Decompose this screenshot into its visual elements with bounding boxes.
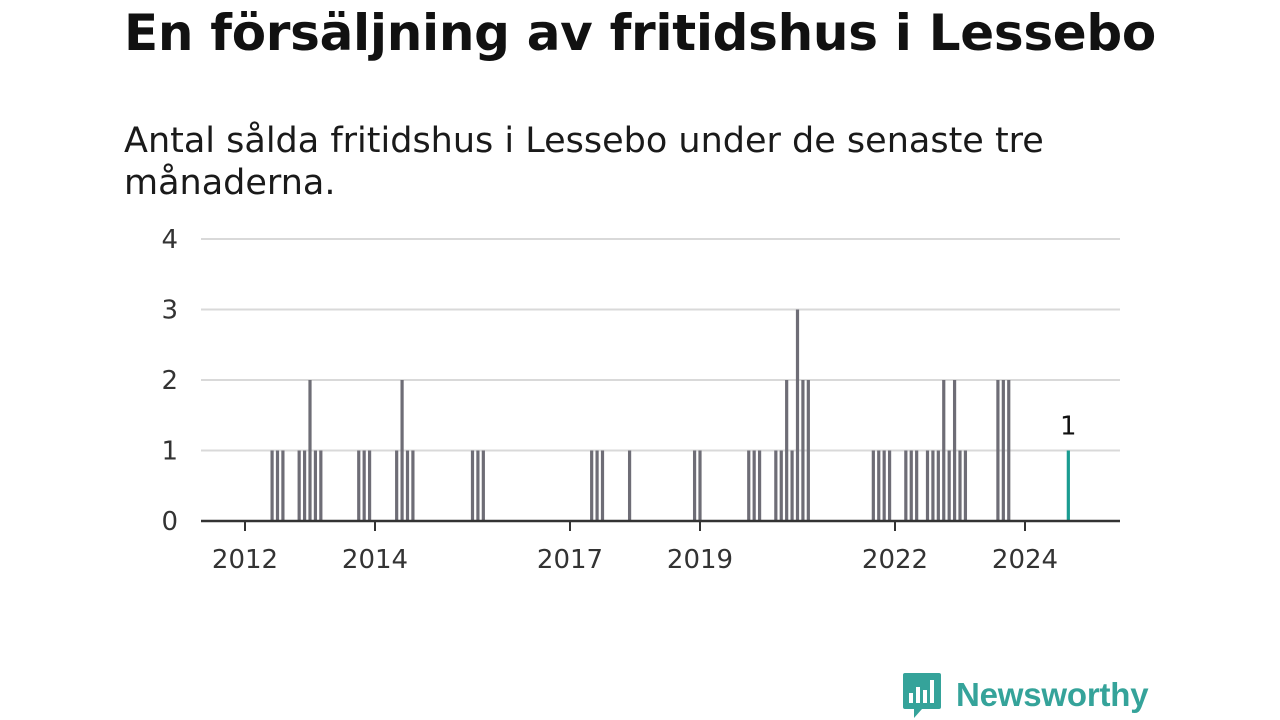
highlight-value-label: 1 bbox=[1060, 412, 1077, 442]
bar bbox=[779, 450, 783, 521]
bar bbox=[871, 450, 875, 521]
bar bbox=[411, 450, 415, 521]
bar bbox=[925, 450, 930, 521]
bar bbox=[476, 450, 480, 521]
bar bbox=[281, 450, 285, 521]
bar bbox=[790, 450, 794, 521]
newsworthy-logo-icon bbox=[903, 673, 941, 718]
x-tick-label: 2012 bbox=[212, 545, 278, 575]
y-tick-label: 0 bbox=[161, 507, 178, 537]
chart-subtitle: Antal sålda fritidshus i Lessebo under d… bbox=[124, 121, 1044, 203]
bar bbox=[774, 450, 778, 521]
bar bbox=[806, 380, 810, 521]
y-tick-label: 3 bbox=[161, 296, 178, 326]
bar bbox=[692, 450, 697, 521]
bar bbox=[470, 450, 475, 521]
bar bbox=[627, 450, 632, 521]
y-axis-ticks: 0 1 2 3 4 bbox=[161, 225, 178, 537]
bar bbox=[362, 450, 366, 521]
bar bbox=[942, 380, 946, 521]
x-tick-label: 2019 bbox=[667, 545, 733, 575]
gridlines bbox=[201, 238, 1120, 452]
bar bbox=[270, 450, 274, 521]
bar bbox=[590, 450, 594, 521]
brand-name: Newsworthy bbox=[956, 676, 1149, 713]
bar bbox=[297, 450, 301, 521]
y-tick-label: 4 bbox=[161, 225, 178, 255]
bar bbox=[887, 450, 892, 521]
x-tick-label: 2017 bbox=[537, 545, 603, 575]
bar bbox=[1007, 380, 1011, 521]
bar bbox=[963, 450, 968, 521]
bar bbox=[757, 450, 762, 521]
bar bbox=[405, 450, 410, 521]
bar bbox=[958, 450, 962, 521]
bar bbox=[313, 450, 318, 521]
bar bbox=[698, 450, 702, 521]
x-tick-label: 2024 bbox=[992, 545, 1058, 575]
bar bbox=[319, 450, 323, 521]
newsworthy-logo: Newsworthy bbox=[902, 670, 1149, 720]
y-tick-label: 1 bbox=[161, 437, 178, 467]
bar bbox=[752, 450, 756, 521]
bar bbox=[395, 450, 399, 521]
bar bbox=[882, 450, 886, 521]
bar bbox=[877, 450, 881, 521]
bar bbox=[996, 380, 1000, 521]
bar bbox=[400, 380, 404, 521]
bar bbox=[801, 380, 805, 521]
bar bbox=[947, 450, 951, 521]
y-tick-label: 2 bbox=[161, 366, 178, 396]
bar bbox=[275, 450, 280, 521]
bar bbox=[600, 450, 605, 521]
bar bbox=[785, 380, 789, 521]
bar bbox=[357, 450, 361, 521]
bar bbox=[302, 450, 307, 521]
bar bbox=[595, 450, 599, 521]
bar bbox=[367, 450, 372, 521]
data-labels: 1 bbox=[1060, 412, 1077, 442]
x-axis: 2012 2014 2017 2019 2022 2024 bbox=[201, 519, 1120, 575]
bar bbox=[931, 450, 935, 521]
bar bbox=[952, 380, 957, 521]
bar bbox=[1001, 380, 1005, 521]
bars bbox=[270, 309, 1070, 521]
bar bbox=[308, 380, 312, 521]
chart-title: En försäljning av fritidshus i Lessebo bbox=[124, 4, 1156, 62]
bar bbox=[936, 450, 940, 521]
x-tick-label: 2014 bbox=[342, 545, 408, 575]
bar bbox=[904, 450, 908, 521]
bar bbox=[909, 450, 913, 521]
bar bbox=[915, 450, 919, 521]
bar-highlight bbox=[1066, 450, 1070, 521]
bar bbox=[795, 309, 800, 521]
bar bbox=[481, 450, 485, 521]
x-tick-label: 2022 bbox=[862, 545, 928, 575]
bar bbox=[747, 450, 751, 521]
